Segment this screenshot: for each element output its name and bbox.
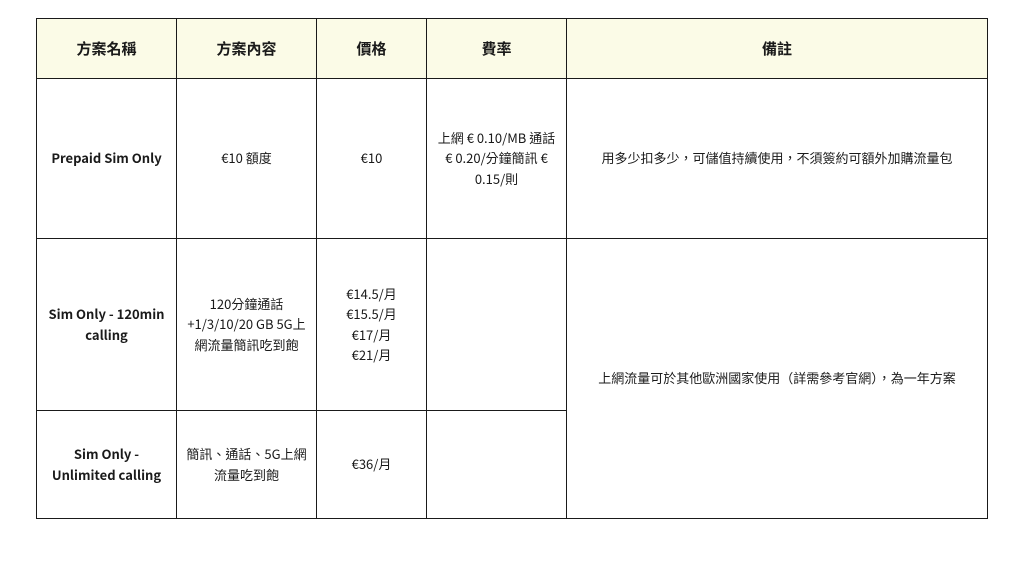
col-price: 價格: [317, 19, 427, 79]
table-row: Prepaid Sim Only €10 額度 €10 上網 € 0.10/MB…: [37, 79, 988, 239]
plan-name: Sim Only - Unlimited calling: [37, 411, 177, 519]
plan-name: Prepaid Sim Only: [37, 79, 177, 239]
pricing-table: 方案名稱 方案內容 價格 費率 備註 Prepaid Sim Only €10 …: [36, 18, 988, 519]
col-note: 備註: [567, 19, 988, 79]
plan-note: 用多少扣多少，可儲值持續使用，不須簽約可額外加購流量包: [567, 79, 988, 239]
plan-price: €36/月: [317, 411, 427, 519]
col-rate: 費率: [427, 19, 567, 79]
plan-rate: [427, 239, 567, 411]
plan-rate: 上網 € 0.10/MB 通話 € 0.20/分鐘簡訊 € 0.15/則: [427, 79, 567, 239]
plan-note: 上網流量可於其他歐洲國家使用（詳需參考官網），為一年方案: [567, 239, 988, 519]
plan-content: 120分鐘通話 +1/3/10/20 GB 5G上網流量簡訊吃到飽: [177, 239, 317, 411]
col-plan-name: 方案名稱: [37, 19, 177, 79]
plan-rate: [427, 411, 567, 519]
plan-content: €10 額度: [177, 79, 317, 239]
table-header-row: 方案名稱 方案內容 價格 費率 備註: [37, 19, 988, 79]
plan-content: 簡訊、通話、5G上網流量吃到飽: [177, 411, 317, 519]
col-plan-content: 方案內容: [177, 19, 317, 79]
plan-name: Sim Only - 120min calling: [37, 239, 177, 411]
plan-price: €10: [317, 79, 427, 239]
table-row: Sim Only - 120min calling 120分鐘通話 +1/3/1…: [37, 239, 988, 411]
plan-price: €14.5/月 €15.5/月 €17/月 €21/月: [317, 239, 427, 411]
